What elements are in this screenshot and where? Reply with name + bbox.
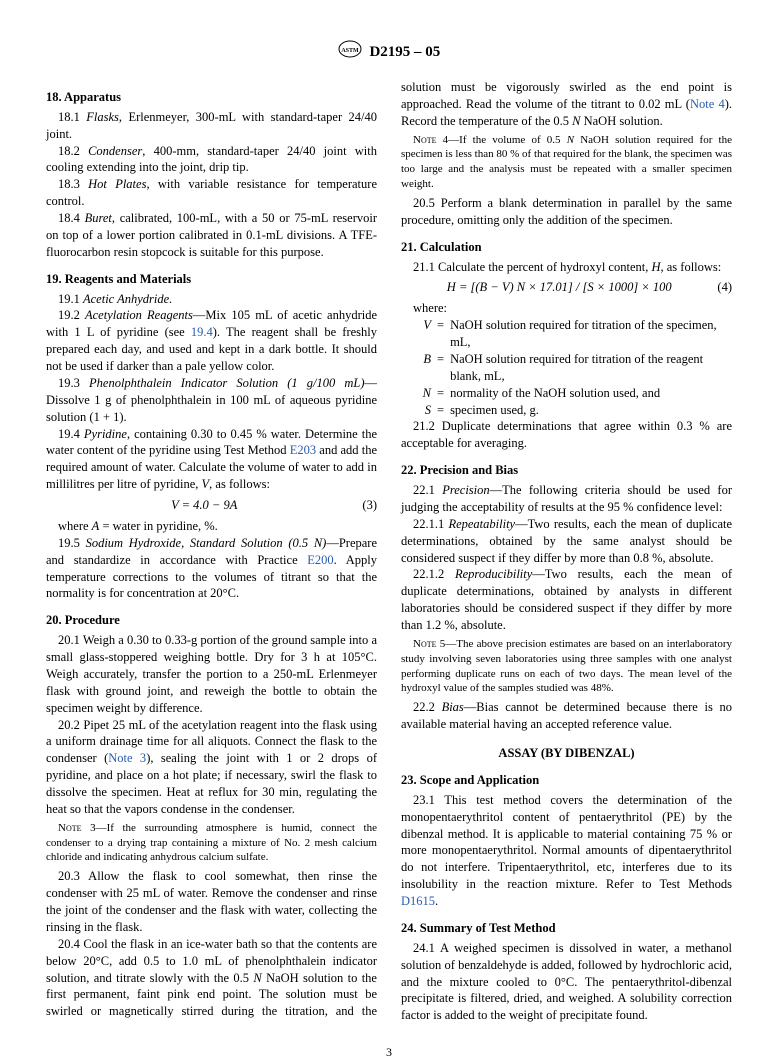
sec-20-head: 20. Procedure: [46, 612, 377, 629]
page-number: 3: [46, 1044, 732, 1060]
p-21-2: 21.2 Duplicate determinations that agree…: [401, 418, 732, 452]
p-19-4w: where A = water in pyridine, %.: [46, 518, 377, 535]
ref-note3[interactable]: Note 3: [108, 751, 146, 765]
def-n: N=normality of the NaOH solution used, a…: [415, 385, 732, 402]
sec-19-head: 19. Reagents and Materials: [46, 271, 377, 288]
p-22-1: 22.1 Precision—The following criteria sh…: [401, 482, 732, 516]
sec-22-head: 22. Precision and Bias: [401, 462, 732, 479]
p-20-3: 20.3 Allow the flask to cool somewhat, t…: [46, 868, 377, 936]
where: where:: [401, 300, 732, 317]
page-header: ASTM D2195 – 05: [46, 40, 732, 65]
def-s: S=specimen used, g.: [415, 402, 732, 419]
p-20-5: 20.5 Perform a blank determination in pa…: [401, 195, 732, 229]
def-b: B=NaOH solution required for titration o…: [415, 351, 732, 385]
p-22-2: 22.2 Bias—Bias cannot be determined beca…: [401, 699, 732, 733]
p-19-2: 19.2 Acetylation Reagents—Mix 105 mL of …: [46, 307, 377, 375]
ref-note4[interactable]: Note 4: [690, 97, 725, 111]
eq-4: H = [(B − V) N × 17.01] / [S × 1000] × 1…: [401, 279, 732, 296]
p-19-5: 19.5 Sodium Hydroxide, Standard Solution…: [46, 535, 377, 603]
note-5: Note 5—The above precision estimates are…: [401, 637, 732, 696]
p-22-1-2: 22.1.2 Reproducibility—Two results, each…: [401, 566, 732, 634]
ref-19-4[interactable]: 19.4: [191, 325, 213, 339]
p-19-3: 19.3 Phenolphthalein Indicator Solution …: [46, 375, 377, 426]
body-columns: 18. Apparatus 18.1 Flasks, Erlenmeyer, 3…: [46, 79, 732, 1024]
p-19-4: 19.4 Pyridine, containing 0.30 to 0.45 %…: [46, 426, 377, 494]
p-18-1: 18.1 Flasks, Erlenmeyer, 300-mL with sta…: [46, 109, 377, 143]
p-20-1: 20.1 Weigh a 0.30 to 0.33-g portion of t…: [46, 632, 377, 716]
designation: D2195 – 05: [369, 44, 440, 60]
def-v: V=NaOH solution required for titration o…: [415, 317, 732, 351]
eq-3: V = 4.0 − 9A(3): [46, 497, 377, 514]
ref-e203[interactable]: E203: [290, 443, 316, 457]
svg-text:ASTM: ASTM: [341, 48, 359, 54]
ref-e200[interactable]: E200: [307, 553, 333, 567]
sec-24-head: 24. Summary of Test Method: [401, 920, 732, 937]
p-23-1: 23.1 This test method covers the determi…: [401, 792, 732, 910]
p-20-2: 20.2 Pipet 25 mL of the acetylation reag…: [46, 717, 377, 818]
p-18-3: 18.3 Hot Plates, with variable resistanc…: [46, 176, 377, 210]
sec-21-head: 21. Calculation: [401, 239, 732, 256]
sec-18-head: 18. Apparatus: [46, 89, 377, 106]
p-22-1-1: 22.1.1 Repeatability—Two results, each t…: [401, 516, 732, 567]
note-3: Note 3—If the surrounding atmosphere is …: [46, 821, 377, 866]
ref-d1615[interactable]: D1615: [401, 894, 435, 908]
sec-23-head: 23. Scope and Application: [401, 772, 732, 789]
note-4: Note 4—If the volume of 0.5 N NaOH solut…: [401, 133, 732, 192]
p-24-1: 24.1 A weighed specimen is dissolved in …: [401, 940, 732, 1024]
p-18-4: 18.4 Buret, calibrated, 100-mL, with a 5…: [46, 210, 377, 261]
p-19-1: 19.1 Acetic Anhydride.: [46, 291, 377, 308]
p-18-2: 18.2 Condenser, 400-mm, standard-taper 2…: [46, 143, 377, 177]
p-21-1: 21.1 Calculate the percent of hydroxyl c…: [401, 259, 732, 276]
assay-head: ASSAY (BY DIBENZAL): [401, 745, 732, 762]
astm-logo: ASTM: [338, 40, 362, 65]
